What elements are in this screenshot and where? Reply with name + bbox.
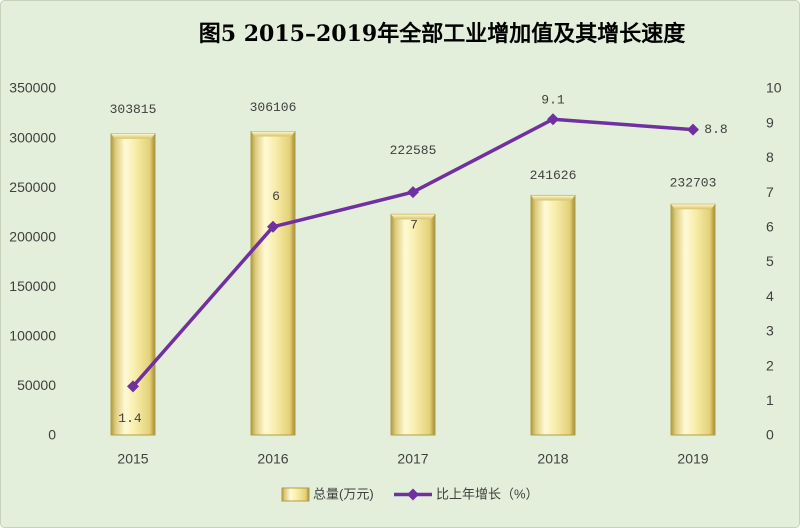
- chart-title: 图5 2015–2019年全部工业增加值及其增长速度: [199, 21, 686, 47]
- line-marker: [547, 113, 559, 126]
- right-axis-tick-label: 8: [766, 149, 774, 165]
- legend-label-bar: 总量(万元): [313, 486, 374, 501]
- x-axis-tick-label: 2017: [397, 451, 428, 467]
- right-axis-tick-label: 9: [766, 114, 774, 130]
- bar-bevel: [391, 214, 435, 220]
- bar-data-label: 306106: [250, 100, 297, 115]
- left-axis-tick-label: 250000: [9, 179, 56, 195]
- right-axis-tick-label: 3: [766, 323, 774, 339]
- bar-data-label: 232703: [670, 176, 717, 191]
- right-axis-tick-label: 2: [766, 357, 774, 373]
- right-axis-tick-label: 5: [766, 253, 774, 269]
- right-axis-tick-label: 10: [766, 80, 782, 96]
- left-axis-tick-label: 350000: [9, 80, 56, 96]
- bar-data-label: 303815: [110, 102, 157, 117]
- bar: [390, 213, 436, 436]
- right-axis: 0 1 2 3 4 5 6 7 8 9 10: [766, 80, 782, 443]
- bar-bevel: [671, 204, 715, 210]
- left-axis-tick-label: 50000: [17, 377, 56, 393]
- line-marker: [687, 123, 699, 136]
- legend: 总量(万元) 比上年增长（%）: [281, 486, 539, 502]
- legend-diamond-marker: [407, 488, 419, 501]
- line-marker: [267, 220, 279, 233]
- right-axis-tick-label: 0: [766, 427, 774, 443]
- line-data-label: 7: [410, 218, 418, 233]
- bar-bevel: [531, 195, 575, 201]
- x-axis-tick-label: 2019: [677, 451, 708, 467]
- left-axis-tick-label: 150000: [9, 278, 56, 294]
- bar: [250, 131, 296, 436]
- right-axis-tick-label: 7: [766, 184, 774, 200]
- bar-bevel: [111, 133, 155, 139]
- bar: [670, 203, 716, 436]
- line-data-label: 8.8: [704, 122, 727, 137]
- line-marker: [127, 380, 139, 393]
- x-axis-tick-label: 2018: [537, 451, 568, 467]
- right-axis-tick-label: 4: [766, 288, 774, 304]
- line-data-label: 1.4: [118, 411, 142, 426]
- left-axis: 0 50000 100000 150000 200000 250000 300000 3500…: [9, 80, 56, 443]
- line-marker: [407, 186, 419, 199]
- left-axis-tick-label: 100000: [9, 328, 56, 344]
- left-axis-tick-label: 0: [48, 427, 56, 443]
- legend-swatch-bar: [281, 487, 310, 502]
- line-data-labels: 1.4 6 7 9.1 8.8: [118, 93, 727, 426]
- line-data-label: 9.1: [541, 93, 565, 108]
- bar-data-label: 241626: [530, 168, 577, 183]
- left-axis-tick-label: 200000: [9, 228, 56, 244]
- legend-label-line: 比上年增长（%）: [436, 486, 539, 501]
- right-axis-tick-label: 6: [766, 219, 774, 235]
- x-axis-tick-label: 2016: [257, 451, 288, 467]
- line-series-group: [127, 113, 699, 393]
- bar-bevel: [251, 131, 295, 137]
- bar-data-label: 222585: [390, 143, 437, 158]
- x-axis: 2015 2016 2017 2018 2019: [117, 451, 708, 467]
- right-axis-tick-label: 1: [766, 392, 774, 408]
- bar: [530, 194, 576, 436]
- bar-data-labels: 303815 306106 222585 241626 232703: [110, 100, 717, 191]
- x-axis-tick-label: 2015: [117, 451, 148, 467]
- line-data-label: 6: [272, 189, 280, 204]
- left-axis-tick-label: 300000: [9, 129, 56, 145]
